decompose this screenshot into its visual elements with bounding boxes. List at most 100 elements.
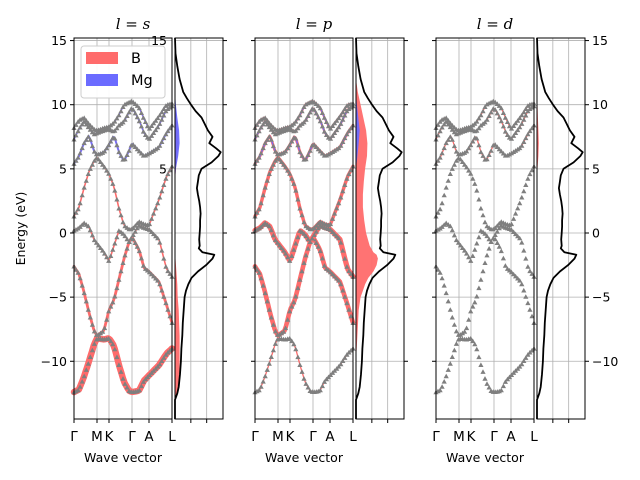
band-point — [478, 205, 484, 211]
band-point — [77, 384, 83, 389]
dos-y-tick-label: −5 — [592, 290, 610, 305]
band-point — [523, 106, 529, 111]
band-point — [521, 139, 527, 144]
band-point — [496, 244, 502, 249]
band-point — [474, 188, 480, 193]
band-point — [116, 149, 122, 155]
band-point — [293, 188, 299, 193]
band-point — [332, 148, 338, 153]
band-point — [478, 362, 484, 367]
band-point — [73, 267, 79, 272]
band-point — [104, 168, 110, 173]
k-tick-label: K — [286, 429, 296, 445]
band-point — [262, 290, 268, 296]
band-point — [435, 267, 441, 272]
band-point — [262, 373, 268, 379]
band-point — [486, 246, 492, 251]
band-point — [260, 121, 266, 127]
band-point — [449, 314, 455, 320]
band-point — [451, 322, 457, 327]
band-point — [161, 135, 167, 141]
band-point — [303, 233, 309, 239]
band-point — [498, 148, 504, 154]
band-point — [167, 125, 173, 131]
band-point — [496, 103, 502, 108]
band-point — [474, 293, 480, 299]
band-point — [468, 171, 474, 176]
band-point — [457, 156, 464, 162]
band-point — [342, 135, 348, 141]
band-point — [85, 134, 91, 139]
band-point — [114, 142, 120, 148]
band-point — [344, 176, 350, 181]
dos-y-tick-label: 15 — [592, 33, 608, 48]
band-point — [106, 142, 112, 148]
band-point — [321, 263, 327, 268]
dos-y-tick-label: −10 — [592, 354, 618, 369]
band-point — [476, 196, 482, 202]
band-point — [459, 245, 466, 250]
band-point — [146, 136, 153, 141]
band-point — [340, 358, 346, 363]
band-point — [445, 121, 451, 127]
band-point — [93, 240, 100, 245]
band-point — [262, 115, 268, 120]
band-point — [313, 144, 319, 149]
band-point — [264, 118, 270, 123]
band-point — [134, 225, 140, 231]
band-point — [317, 148, 323, 154]
band-point — [157, 281, 163, 287]
band-point — [437, 155, 443, 160]
band-point — [523, 182, 529, 187]
band-point — [488, 239, 494, 244]
band-point — [116, 205, 122, 211]
band-point — [79, 379, 85, 384]
k-tick-label: L — [530, 429, 538, 445]
band-point — [332, 273, 338, 279]
band-point — [301, 376, 307, 381]
band-point — [457, 242, 464, 248]
total-dos-line — [355, 37, 403, 419]
band-point — [126, 239, 132, 244]
band-point — [476, 115, 482, 121]
band-weight-b — [73, 156, 173, 230]
panel-title: l = p — [296, 15, 333, 33]
band-point — [81, 373, 87, 379]
band-point — [451, 232, 457, 238]
band-point — [122, 381, 128, 386]
band-point — [163, 131, 169, 137]
band-point — [155, 235, 161, 241]
band-point — [155, 124, 161, 130]
band-point — [519, 281, 525, 287]
band-point — [297, 362, 303, 367]
band-point — [146, 150, 153, 156]
band-point — [102, 251, 108, 256]
band-point — [299, 212, 305, 218]
band-point — [159, 188, 165, 194]
band-point — [85, 223, 91, 229]
band-point — [330, 133, 336, 138]
band-point — [140, 263, 146, 268]
band-point — [447, 307, 453, 312]
band-point — [301, 231, 307, 236]
band-point — [134, 103, 140, 108]
band-point — [445, 298, 451, 304]
band-point — [517, 200, 523, 206]
band-point — [462, 248, 468, 253]
y-tick-label: −5 — [49, 290, 67, 305]
band-point — [108, 304, 114, 309]
band-point — [112, 346, 118, 352]
band-point — [319, 383, 325, 389]
k-tick-label: A — [506, 429, 516, 445]
band-point — [521, 109, 527, 115]
band-point — [272, 328, 278, 334]
band-point — [289, 338, 295, 344]
band-point — [511, 123, 517, 128]
band-point — [513, 148, 519, 153]
band-point — [494, 110, 500, 116]
band-point — [464, 164, 470, 170]
band-point — [478, 277, 484, 282]
band-point — [112, 240, 118, 246]
band-point — [470, 176, 476, 181]
band-point — [151, 231, 157, 237]
